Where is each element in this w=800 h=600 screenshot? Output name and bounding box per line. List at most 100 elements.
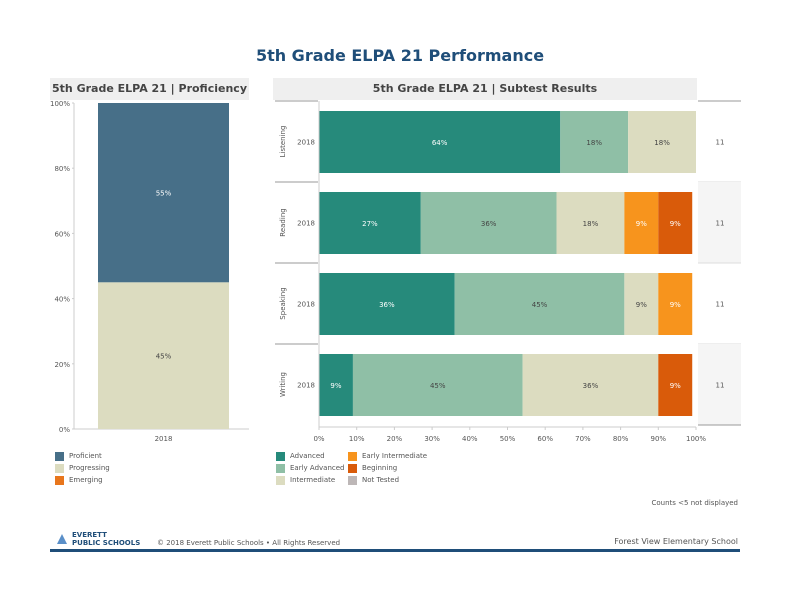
legend-label: Advanced xyxy=(290,452,325,460)
legend-item-proficient[interactable]: Proficient xyxy=(55,450,110,462)
y-tick-label: 60% xyxy=(54,230,70,238)
legend-label: Proficient xyxy=(69,452,102,460)
row-year-label: 2018 xyxy=(297,382,315,390)
x-tick-label: 2018 xyxy=(155,435,173,443)
data-label: 18% xyxy=(583,220,599,228)
bar-segment-intermediate xyxy=(556,192,625,254)
legend-swatch xyxy=(276,475,285,485)
legend-swatch xyxy=(276,451,285,461)
legend-label: Beginning xyxy=(362,464,398,472)
legend-swatch xyxy=(348,463,357,473)
x-tick-label: 40% xyxy=(462,435,478,443)
x-tick-label: 100% xyxy=(686,435,706,443)
legend-item-intermediate[interactable]: Intermediate xyxy=(276,474,348,486)
data-label: 18% xyxy=(654,139,670,147)
legend-swatch xyxy=(55,451,64,461)
district-logo: EVERETT PUBLIC SCHOOLS xyxy=(55,531,140,547)
bar-progressing xyxy=(98,282,229,429)
side-row-bg xyxy=(698,182,741,263)
copyright-text: © 2018 Everett Public Schools • All Righ… xyxy=(157,539,341,547)
bar-segment-advanced xyxy=(319,354,353,416)
bar-segment-early-advanced xyxy=(560,111,629,173)
data-label: 9% xyxy=(670,301,681,309)
y-tick-label: 80% xyxy=(54,165,70,173)
logo-line-2: PUBLIC SCHOOLS xyxy=(72,539,141,547)
bar-segment-early-advanced xyxy=(352,354,523,416)
bar-segment-early-intermediate xyxy=(624,192,659,254)
subtest-legend: Advanced Early Intermediate Early Advanc… xyxy=(276,450,476,486)
x-tick-label: 90% xyxy=(651,435,667,443)
x-tick-label: 70% xyxy=(575,435,591,443)
data-label: 9% xyxy=(670,220,681,228)
data-label: 45% xyxy=(156,353,172,361)
y-tick-label: 20% xyxy=(54,361,70,369)
footer-note: Counts <5 not displayed xyxy=(651,499,739,507)
legend-item-early-intermediate[interactable]: Early Intermediate xyxy=(348,450,458,462)
bar-segment-advanced xyxy=(319,192,421,254)
page-title: 5th Grade ELPA 21 Performance xyxy=(255,46,545,65)
bar-segment-intermediate xyxy=(628,111,696,173)
bar-segment-beginning xyxy=(658,192,693,254)
bar-segment-intermediate xyxy=(624,273,659,335)
x-tick-label: 60% xyxy=(537,435,553,443)
subtest-label-reading: Reading xyxy=(279,208,287,236)
legend-item-early-advanced[interactable]: Early Advanced xyxy=(276,462,348,474)
side-count-label: 11 xyxy=(716,301,725,309)
bar-segment-beginning xyxy=(658,354,693,416)
x-tick-label: 30% xyxy=(424,435,440,443)
legend-item-beginning[interactable]: Beginning xyxy=(348,462,458,474)
legend-swatch xyxy=(55,475,64,485)
x-tick-label: 50% xyxy=(500,435,516,443)
data-label: 45% xyxy=(532,301,548,309)
proficiency-legend: Proficient Progressing Emerging xyxy=(55,450,110,486)
legend-label: Early Advanced xyxy=(290,464,345,472)
data-label: 36% xyxy=(583,382,599,390)
side-count-label: 11 xyxy=(716,220,725,228)
side-row-bg xyxy=(698,344,741,425)
data-label: 64% xyxy=(432,139,448,147)
data-label: 9% xyxy=(330,382,341,390)
legend-swatch xyxy=(348,475,357,485)
legend-item-not-tested[interactable]: Not Tested xyxy=(348,474,458,486)
legend-label: Emerging xyxy=(69,476,103,484)
data-label: 45% xyxy=(430,382,446,390)
legend-label: Intermediate xyxy=(290,476,336,484)
legend-item-emerging[interactable]: Emerging xyxy=(55,474,110,486)
legend-label: Progressing xyxy=(69,464,110,472)
y-tick-label: 100% xyxy=(50,100,70,108)
logo-icon xyxy=(57,534,67,544)
bar-segment-advanced xyxy=(319,273,455,335)
subtest-label-speaking: Speaking xyxy=(279,287,287,319)
legend-item-advanced[interactable]: Advanced xyxy=(276,450,348,462)
row-year-label: 2018 xyxy=(297,301,315,309)
bar-segment-early-advanced xyxy=(454,273,625,335)
legend-swatch xyxy=(55,463,64,473)
legend-label: Early Intermediate xyxy=(362,452,428,460)
data-label: 9% xyxy=(670,382,681,390)
data-label: 36% xyxy=(379,301,395,309)
y-tick-label: 40% xyxy=(54,296,70,304)
bar-segment-early-intermediate xyxy=(658,273,693,335)
logo-line-1: EVERETT xyxy=(72,531,107,539)
row-year-label: 2018 xyxy=(297,220,315,228)
footer-divider xyxy=(50,549,740,552)
x-tick-label: 80% xyxy=(613,435,629,443)
legend-swatch xyxy=(276,463,285,473)
data-label: 27% xyxy=(362,220,378,228)
side-count-label: 11 xyxy=(716,382,725,390)
x-tick-label: 0% xyxy=(313,435,324,443)
proficiency-panel-header: 5th Grade ELPA 21 | Proficiency xyxy=(50,78,249,100)
side-count-label: 11 xyxy=(716,139,725,147)
data-label: 18% xyxy=(586,139,602,147)
x-tick-label: 10% xyxy=(349,435,365,443)
data-label: 36% xyxy=(481,220,497,228)
legend-item-progressing[interactable]: Progressing xyxy=(55,462,110,474)
bar-segment-intermediate xyxy=(522,354,659,416)
bar-proficient xyxy=(98,103,229,283)
row-year-label: 2018 xyxy=(297,139,315,147)
subtest-panel-header: 5th Grade ELPA 21 | Subtest Results xyxy=(273,78,697,100)
legend-swatch xyxy=(348,451,357,461)
data-label: 9% xyxy=(636,301,647,309)
y-tick-label: 0% xyxy=(59,426,70,434)
